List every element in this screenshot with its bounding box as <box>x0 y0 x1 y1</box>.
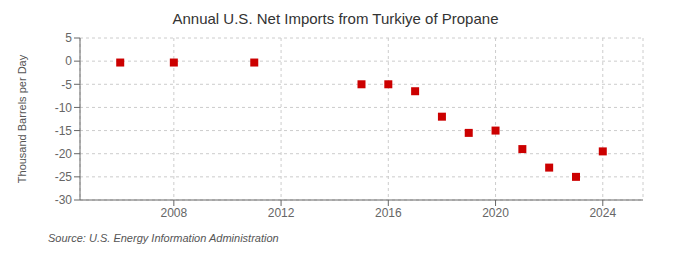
svg-text:0: 0 <box>65 54 72 68</box>
svg-text:-20: -20 <box>55 147 73 161</box>
svg-text:2008: 2008 <box>160 206 187 220</box>
svg-text:-5: -5 <box>61 78 72 92</box>
svg-text:-25: -25 <box>55 170 73 184</box>
svg-text:-30: -30 <box>55 193 73 207</box>
svg-text:2020: 2020 <box>482 206 509 220</box>
svg-text:2012: 2012 <box>268 206 295 220</box>
svg-text:-10: -10 <box>55 101 73 115</box>
html-text:Source: U.S. Energy Informatio: Source: U.S. Energy Information Administ… <box>48 232 279 244</box>
html-text:Annual U.S. Net Imports from T: Annual U.S. Net Imports from Turkiye of … <box>172 10 499 27</box>
svg-text:2016: 2016 <box>375 206 402 220</box>
svg-text:-15: -15 <box>55 124 73 138</box>
svg-text:5: 5 <box>65 31 72 45</box>
svg-text:2024: 2024 <box>589 206 616 220</box>
svg-text:Thousand Barrels per Day: Thousand Barrels per Day <box>16 54 28 183</box>
